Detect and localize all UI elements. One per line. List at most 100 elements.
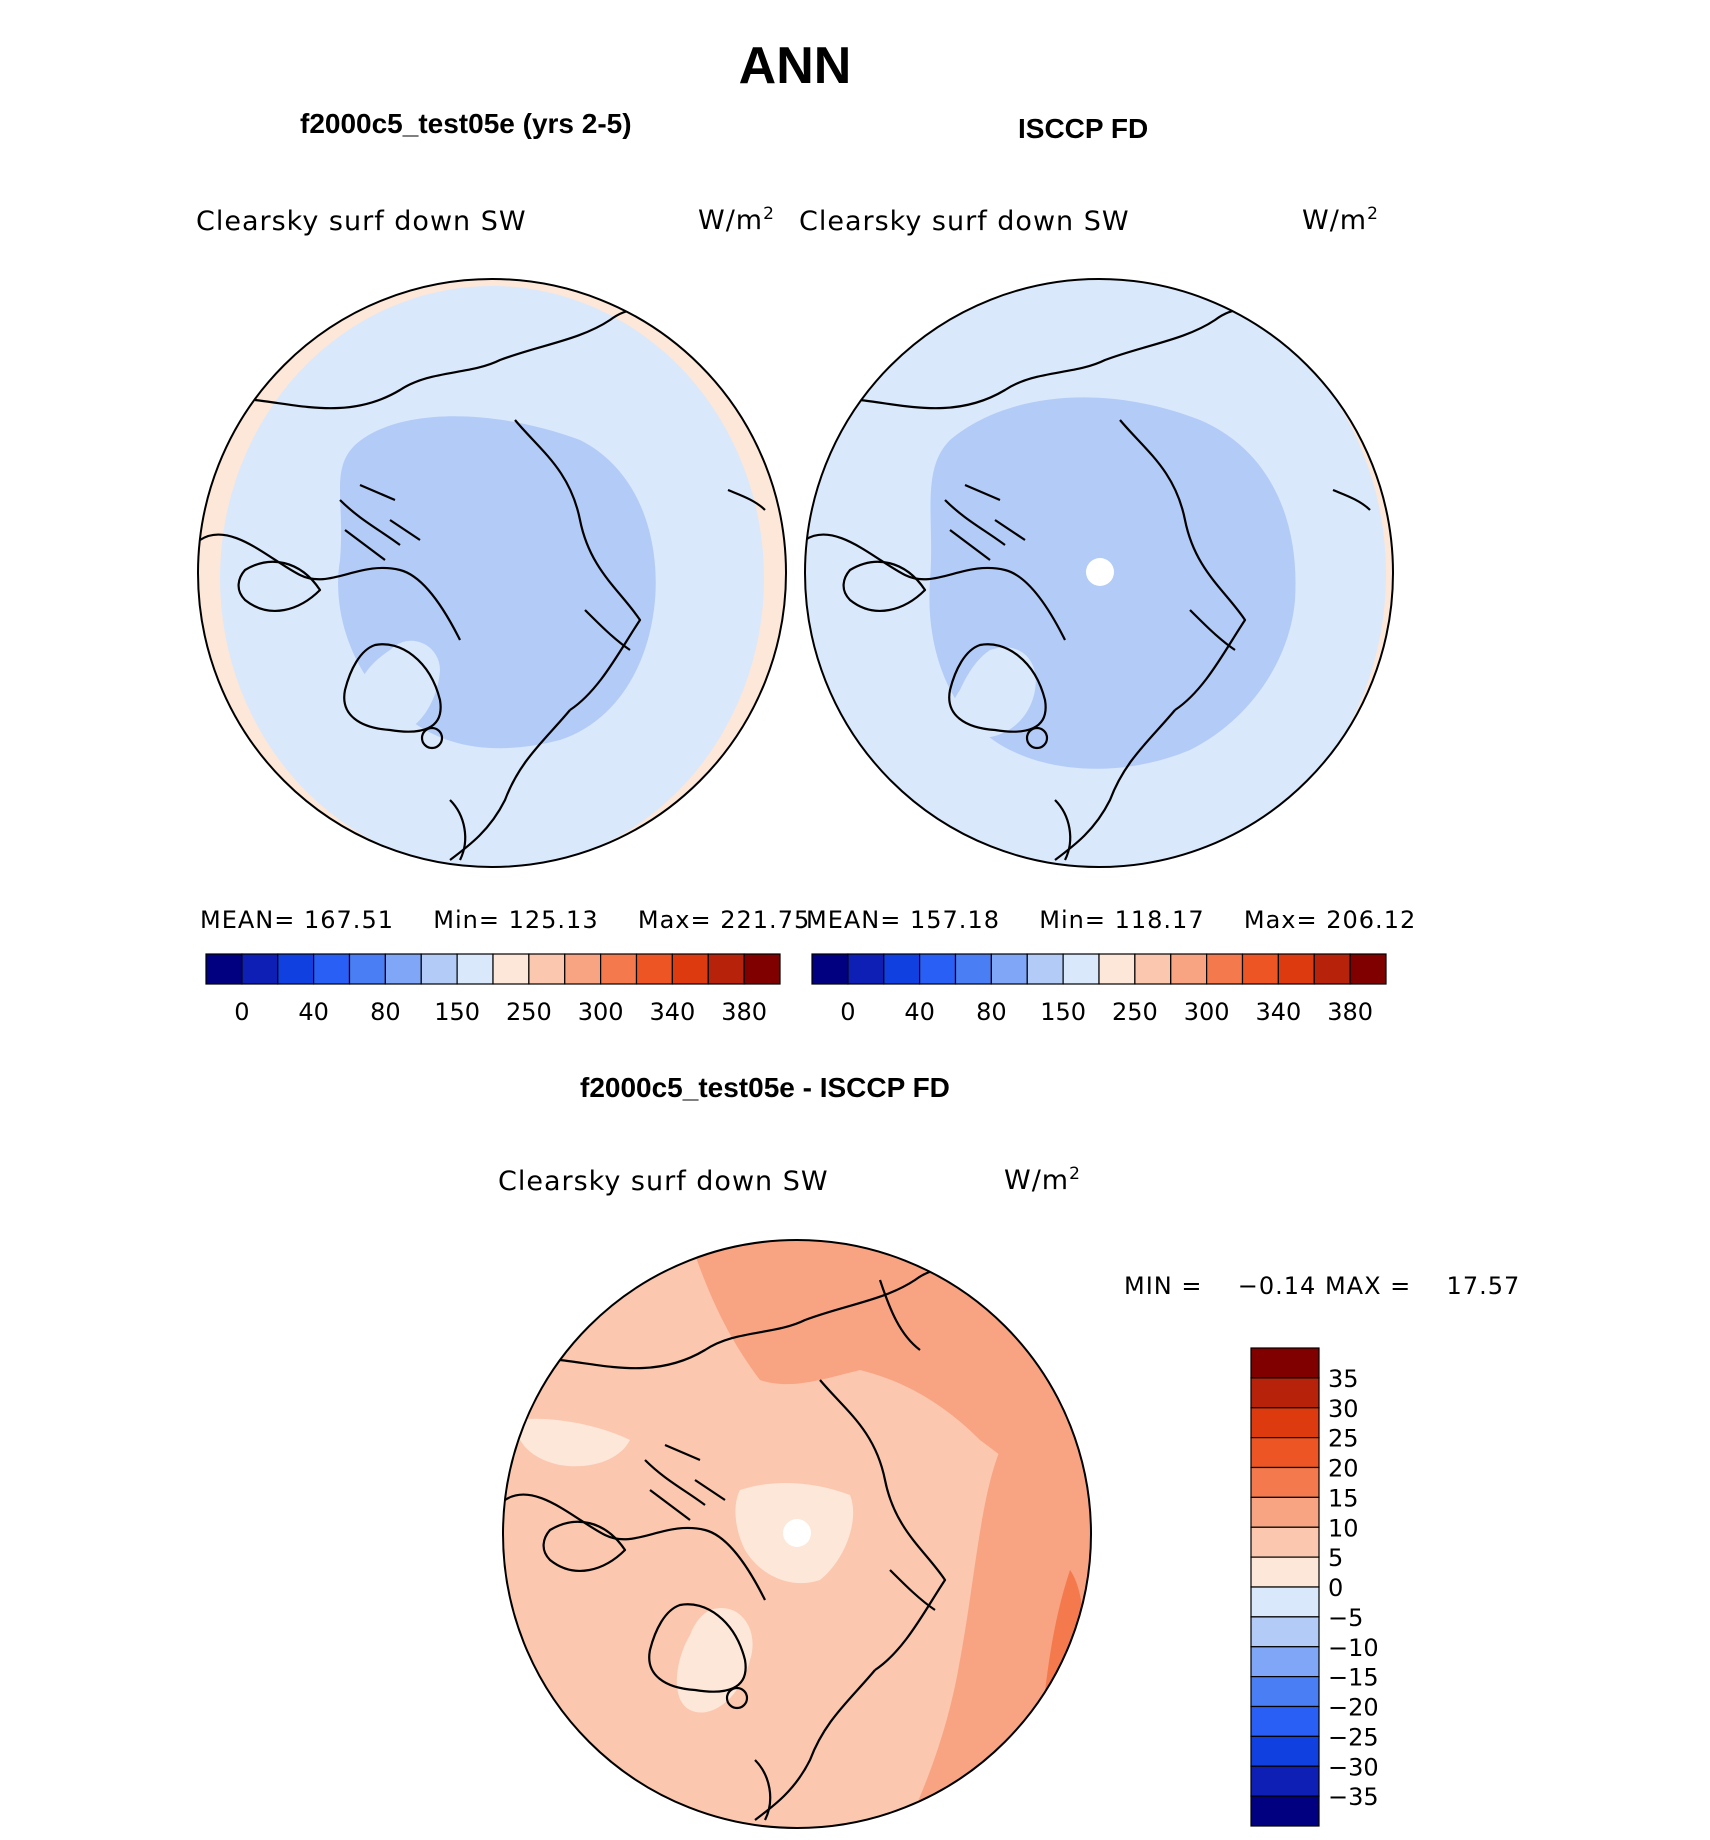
panel1-mean-value: 167.51 [304,906,394,934]
map2-coast-hudson [842,560,927,612]
colorbar1-swatch-12 [635,953,673,985]
panel1-min-label: Min= [433,906,500,934]
map-panel-1 [197,278,787,868]
diff-coast-novaya-zemlya [889,1569,936,1611]
colorbar2-swatch-10 [1170,953,1208,985]
colorbar3-swatch-5 [1250,1496,1320,1528]
map1-coast-uk [449,799,467,861]
map1-coast-scandinavia [449,709,571,861]
colorbar3-tick-label: 25 [1328,1425,1359,1453]
diff-units: W/m2 [1004,1164,1081,1196]
colorbar3-tick-label: 30 [1328,1395,1359,1423]
diff-min-label: MIN = [1124,1272,1203,1300]
panel2-max-label: Max= [1243,906,1318,934]
colorbar1-swatch-5 [384,953,422,985]
map2-coast-eurasia-arctic [1119,419,1247,711]
colorbar3-tick-label: 35 [1328,1365,1359,1393]
colorbar2-swatch-3 [919,953,957,985]
map1-coast-hudson [237,560,322,612]
colorbar1-swatch-11 [600,953,638,985]
colorbar3-swatch-13 [1250,1735,1320,1767]
colorbar3-swatch-3 [1250,1437,1320,1469]
map1-border [197,278,787,868]
panel2-units-sup: 2 [1367,204,1379,224]
map1-coast-eurasia-arctic [514,419,642,711]
panel1-heading: f2000c5_test05e (yrs 2-5) [300,108,632,139]
diff-variable: Clearsky surf down SW [498,1166,829,1197]
colorbar3-tick-label: −20 [1328,1694,1379,1722]
diff-coast-eurasia-arctic [819,1379,947,1671]
colorbar1-tick-label: 250 [506,998,552,1026]
colorbar1-swatch-10 [564,953,602,985]
map2-greenland-pale [951,647,1036,739]
map-panel-2 [804,278,1394,868]
map2-coast-alaska-east [1332,488,1371,511]
panel1-max-label: Max= [637,906,712,934]
panel1-units-sup: 2 [763,204,775,224]
colorbar2-swatch-7 [1062,953,1100,985]
colorbar2-tick-label: 40 [904,998,935,1026]
diff-coast-hudson [542,1520,627,1572]
panel2-mean-label: MEAN= [806,906,902,934]
colorbar3-swatch-10 [1250,1646,1320,1678]
diff-coast-kamchatka [878,1279,921,1351]
colorbar1-tick-label: 380 [721,998,767,1026]
map2-pole-hole [1086,558,1114,586]
colorbar2-swatch-0 [811,953,849,985]
colorbar1-swatch-8 [492,953,530,985]
colorbar2-swatch-1 [847,953,885,985]
map1-coast-alaska-east [727,488,766,511]
colorbar2-swatch-12 [1241,953,1279,985]
map1-coast-greenland [343,643,442,733]
diff-minmax: MIN = −0.14 MAX = 17.57 [1124,1272,1520,1300]
panel1-max-value: 221.75 [720,906,811,934]
diff-coast-iceland [725,1686,749,1710]
diff-coast-scandinavia [754,1669,876,1821]
colorbars: 0 40 80 150 250 300 340 380 0 40 80 150 250 300 340 380… [205,953,1387,1827]
colorbar1-swatch-15 [743,953,781,985]
colorbar1-swatch-13 [671,953,709,985]
colorbar3-tick-label: −35 [1328,1783,1379,1811]
diff-min-value: −0.14 [1237,1272,1317,1300]
colorbar1-tick-label: 150 [434,998,480,1026]
diff-coast-north-america [504,1493,766,1601]
colorbar3-tick-label: 5 [1328,1544,1343,1572]
panel2-max-value: 206.12 [1326,906,1417,934]
colorbar2-tick-label: 300 [1184,998,1230,1026]
colorbar1-swatch-1 [241,953,279,985]
map2-coast-scandinavia [1054,709,1176,861]
panel1-min-value: 125.13 [508,906,599,934]
colorbar1-swatch-9 [528,953,566,985]
colorbar3-swatch-0 [1250,1347,1320,1379]
panel2-mean-value: 157.18 [910,906,1000,934]
colorbar1-tick-label: 0 [234,998,249,1026]
panel2-units: W/m2 [1302,204,1379,236]
colorbar3-tick-label: −5 [1328,1604,1363,1632]
colorbar1-tick-label: 40 [298,998,329,1026]
panel2-heading: ISCCP FD [1018,113,1149,144]
colorbar3-swatch-4 [1250,1466,1320,1498]
panel2-variable: Clearsky surf down SW [799,206,1130,237]
map2-coast-north-america [805,533,1066,641]
colorbar2-tick-label: 340 [1255,998,1301,1026]
colorbar3-swatch-14 [1250,1765,1320,1797]
diff-border [502,1239,1092,1829]
colorbar3-swatch-8 [1250,1586,1320,1618]
panel2-stats: MEAN= 157.18 Min= 118.17 Max= 206.12 [806,906,1416,934]
colorbar2-swatch-8 [1098,953,1136,985]
diff-coast-archipelago [644,1443,726,1521]
diff-coast-greenland [648,1603,747,1693]
colorbar3-tick-label: 0 [1328,1574,1343,1602]
map1-coast-novaya-zemlya [584,609,631,651]
colorbar2-swatch-2 [883,953,921,985]
colorbar3-swatch-12 [1250,1705,1320,1737]
diff-units-base: W/m [1004,1165,1070,1196]
panel1-mean-label: MEAN= [200,906,296,934]
diff-pole-hole [783,1519,811,1547]
colorbar3-tick-label: 15 [1328,1484,1359,1512]
colorbar2-swatch-6 [1026,953,1064,985]
colorbar1-swatch-14 [707,953,745,985]
colorbar2-tick-label: 380 [1327,998,1373,1026]
colorbar1-swatch-3 [313,953,351,985]
map1-coast-iceland [420,726,444,750]
